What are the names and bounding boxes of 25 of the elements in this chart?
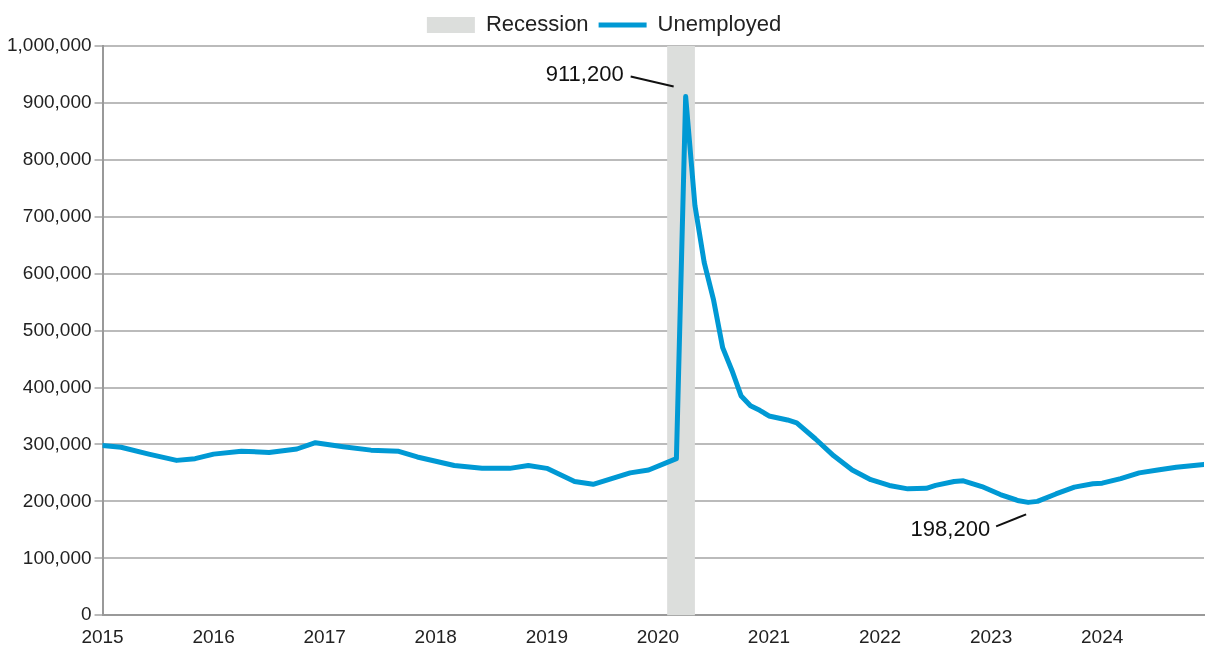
x-tick-label: 2015 (81, 625, 124, 647)
y-tick-label: 200,000 (22, 489, 92, 511)
x-tick-label: 2024 (1081, 625, 1124, 647)
y-tick-label: 600,000 (22, 261, 92, 283)
y-tick-label: 300,000 (22, 432, 92, 454)
x-tick-label: 2016 (192, 625, 235, 647)
x-tick-label: 2017 (303, 625, 346, 647)
x-tick-label: 2019 (525, 625, 568, 647)
x-tick-label: 2023 (969, 625, 1013, 647)
y-tick-label: 700,000 (22, 204, 92, 226)
y-tick-label: 1,000,000 (6, 34, 92, 56)
y-tick-label: 900,000 (22, 91, 92, 113)
x-tick-label: 2021 (747, 625, 791, 647)
legend-label: Recession (485, 11, 589, 37)
annotation: 911,200 (545, 60, 624, 86)
legend-label: Unemployed (657, 11, 782, 37)
y-tick-label: 400,000 (22, 375, 92, 397)
annotation: 198,200 (910, 516, 991, 542)
y-tick-label: 100,000 (22, 546, 92, 568)
y-tick-label: 800,000 (22, 148, 92, 170)
y-tick-label: 500,000 (22, 318, 92, 340)
y-tick-label: 0 (80, 603, 92, 625)
x-tick-label: 2022 (858, 625, 902, 647)
x-tick-label: 2020 (636, 625, 680, 647)
x-tick-label: 2018 (414, 625, 457, 647)
